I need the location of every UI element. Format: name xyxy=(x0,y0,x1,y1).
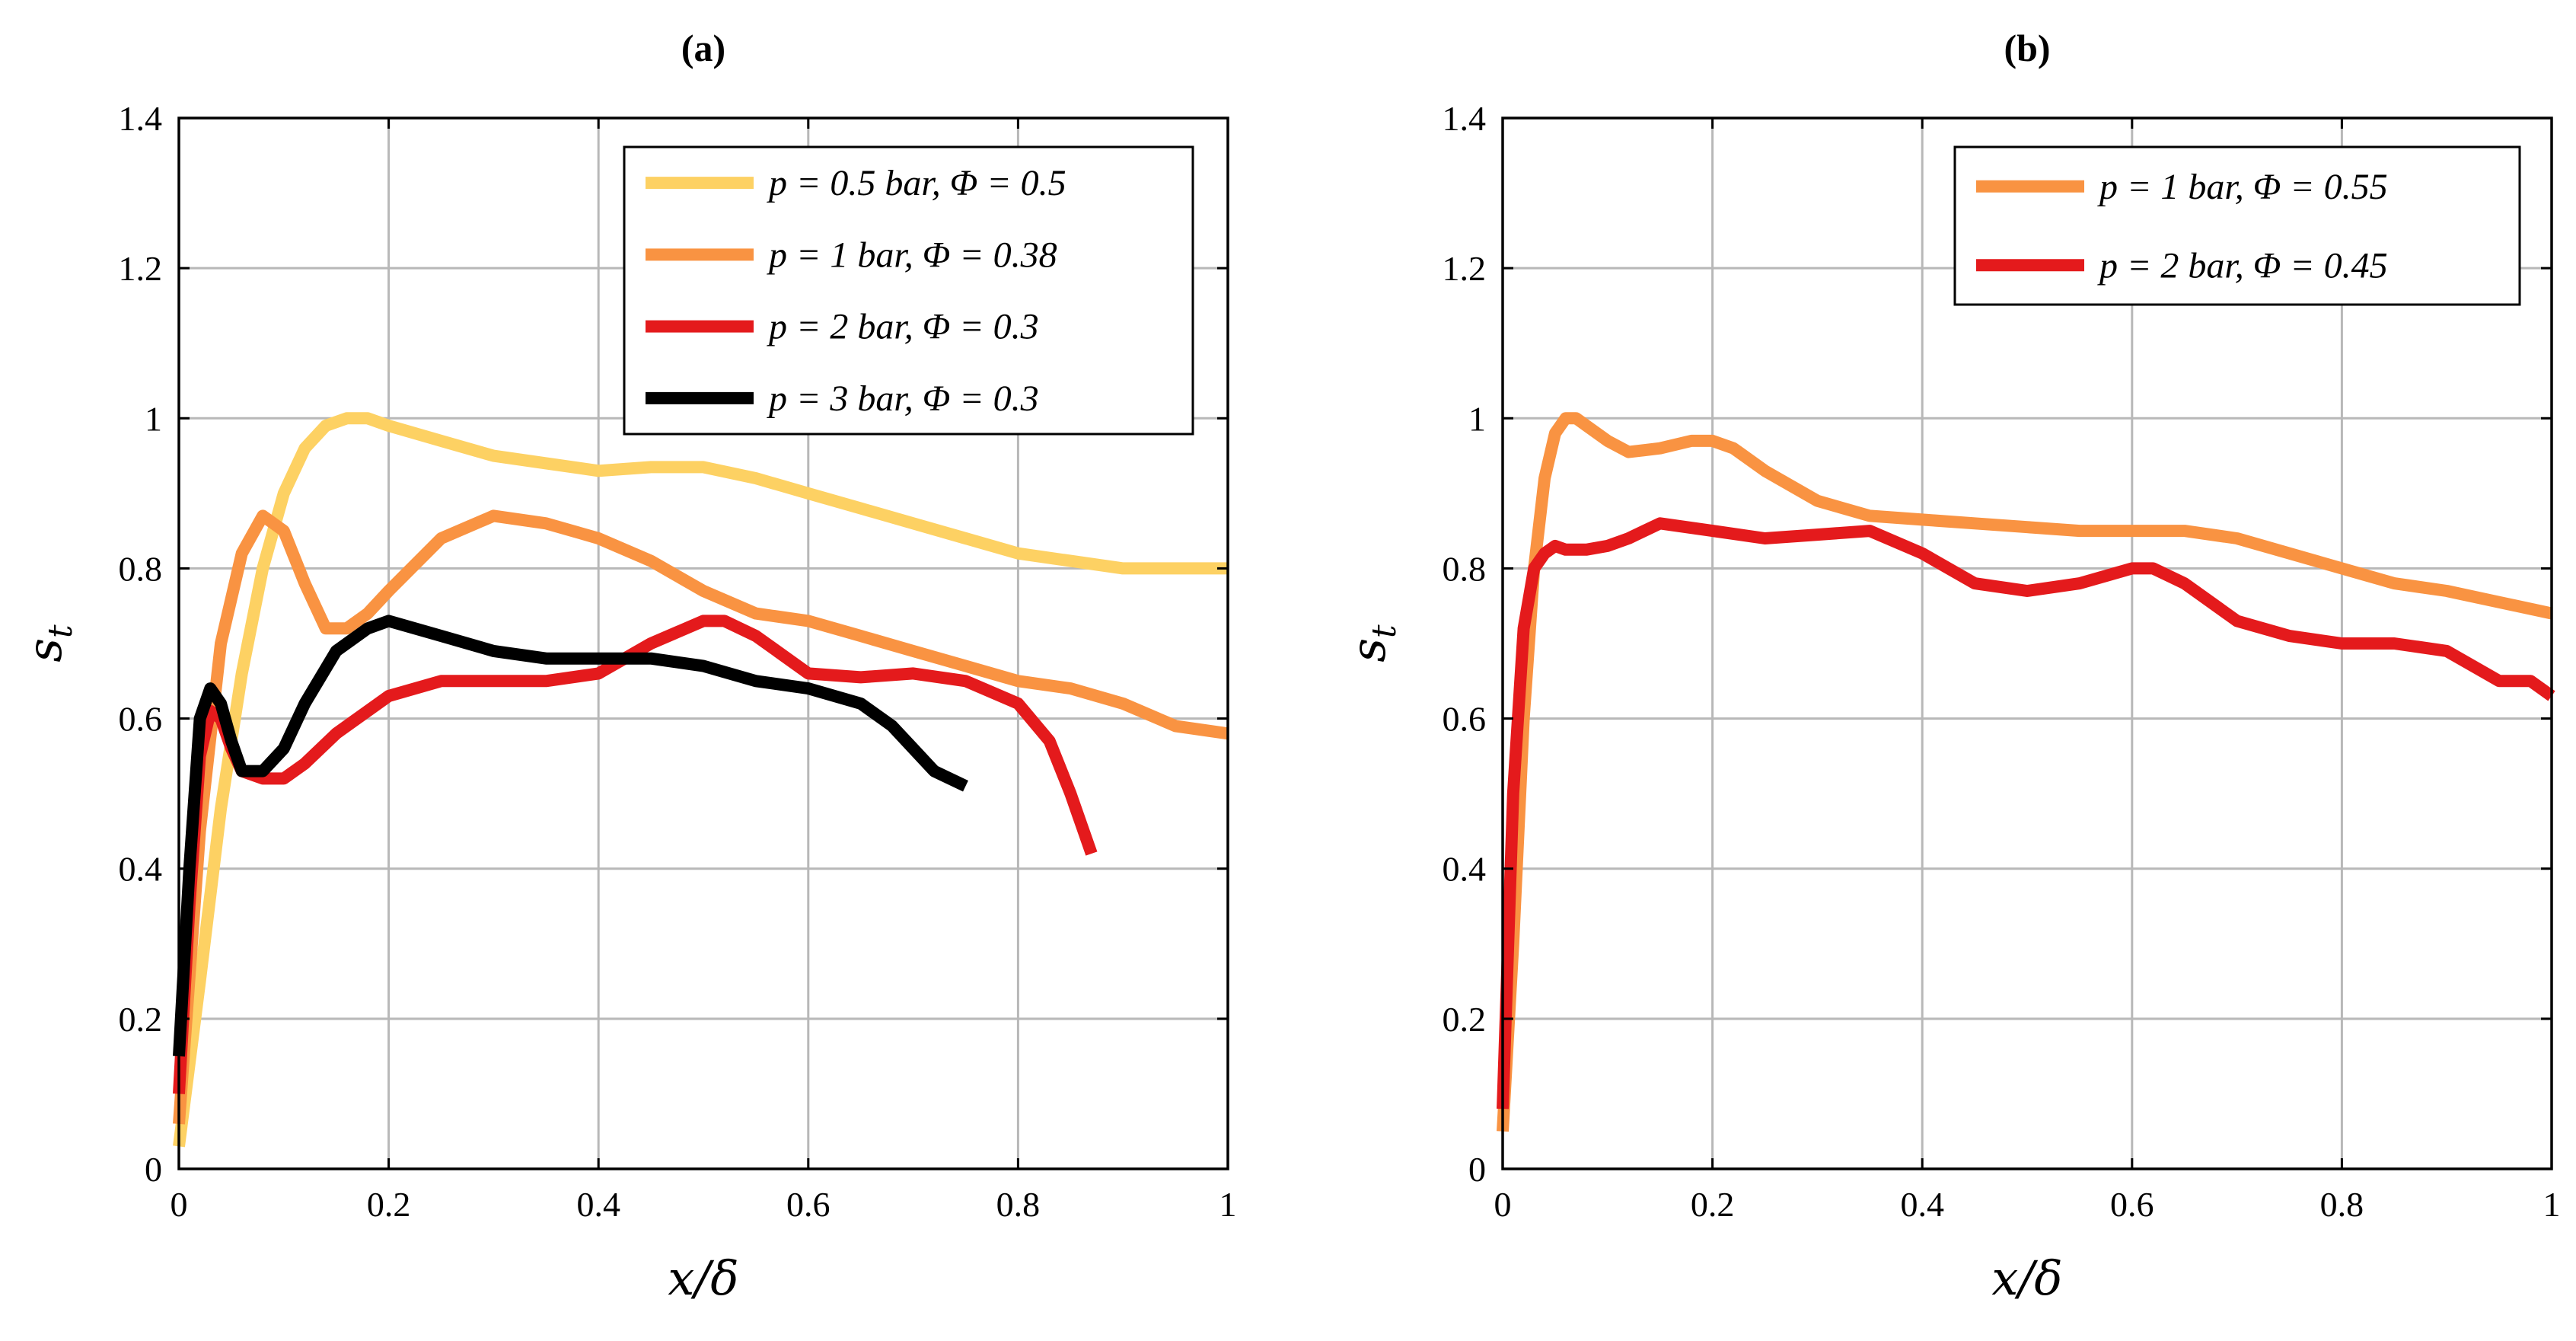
y-tick-label: 0.8 xyxy=(119,549,163,588)
series-line-1 xyxy=(173,412,1228,1148)
y-tick-label: 1 xyxy=(1468,399,1486,438)
x-axis-label: x/δ xyxy=(1991,1250,2062,1306)
y-tick-label: 0 xyxy=(1468,1150,1486,1189)
x-tick-label: 1 xyxy=(1219,1185,1237,1224)
x-tick-label: 0 xyxy=(1494,1185,1512,1224)
x-axis-label: x/δ xyxy=(668,1250,738,1306)
x-tick-label: 0.6 xyxy=(786,1185,831,1224)
y-tick-label: 0.6 xyxy=(1443,700,1487,739)
x-tick-label: 0 xyxy=(171,1185,188,1224)
legend-label-2: p = 1 bar, Φ = 0.38 xyxy=(767,235,1057,275)
x-tick-label: 1 xyxy=(2543,1185,2561,1224)
y-tick-label: 0 xyxy=(145,1150,162,1189)
legend-box xyxy=(623,145,1194,436)
x-tick-label: 0.8 xyxy=(2320,1185,2364,1224)
legend-label-1: p = 0.5 bar, Φ = 0.5 xyxy=(767,163,1066,203)
x-tick-label: 0.6 xyxy=(2110,1185,2154,1224)
x-tick-label: 0.2 xyxy=(367,1185,411,1224)
x-tick-label: 0.8 xyxy=(996,1185,1041,1224)
y-tick-label: 0.8 xyxy=(1443,549,1487,588)
legend-label-3: p = 2 bar, Φ = 0.3 xyxy=(767,307,1039,347)
legend-label-2: p = 2 bar, Φ = 0.45 xyxy=(2097,245,2388,286)
series-line-2 xyxy=(173,509,1229,1125)
y-tick-label: 0.2 xyxy=(1443,1000,1487,1039)
chart-title: (a) xyxy=(681,27,725,69)
y-tick-label: 0.6 xyxy=(119,700,163,739)
y-tick-label: 1.4 xyxy=(119,99,163,138)
y-tick-label: 1.2 xyxy=(119,249,163,288)
chart-title: (b) xyxy=(2004,27,2050,69)
y-tick-label: 1.4 xyxy=(1443,99,1487,138)
x-tick-label: 0.4 xyxy=(1900,1185,1944,1224)
series-line-1 xyxy=(1497,412,2553,1132)
y-axis-label: st xyxy=(17,624,80,663)
series-line-2 xyxy=(1497,517,2555,1110)
plot-frame xyxy=(177,117,1229,1170)
legend-box xyxy=(1953,145,2521,306)
y-axis-label: st xyxy=(1341,624,1404,663)
legend-label-4: p = 3 bar, Φ = 0.3 xyxy=(767,378,1039,419)
panel-a: 0 0.2 0.4 0.6 0.8 1 0 0.2 0.4 0.6 0.8 1 1.2 1.4 (a) x/δ… xyxy=(17,27,1237,1306)
x-tick-label: 0.2 xyxy=(1691,1185,1735,1224)
y-tick-label: 1.2 xyxy=(1443,249,1487,288)
series-line-4 xyxy=(173,615,968,1057)
y-tick-label: 0.4 xyxy=(119,850,163,889)
x-tick-label: 0.4 xyxy=(576,1185,620,1224)
panel-b: 0 0.2 0.4 0.6 0.8 1 0 0.2 0.4 0.6 0.8 1 1.2 1.4 (b) x/δ… xyxy=(1341,27,2561,1306)
y-tick-label: 1 xyxy=(145,399,162,438)
y-tick-label: 0.4 xyxy=(1443,850,1487,889)
plot-frame xyxy=(1501,117,2553,1170)
y-tick-label: 0.2 xyxy=(119,1000,163,1039)
legend-label-1: p = 1 bar, Φ = 0.55 xyxy=(2097,167,2388,207)
